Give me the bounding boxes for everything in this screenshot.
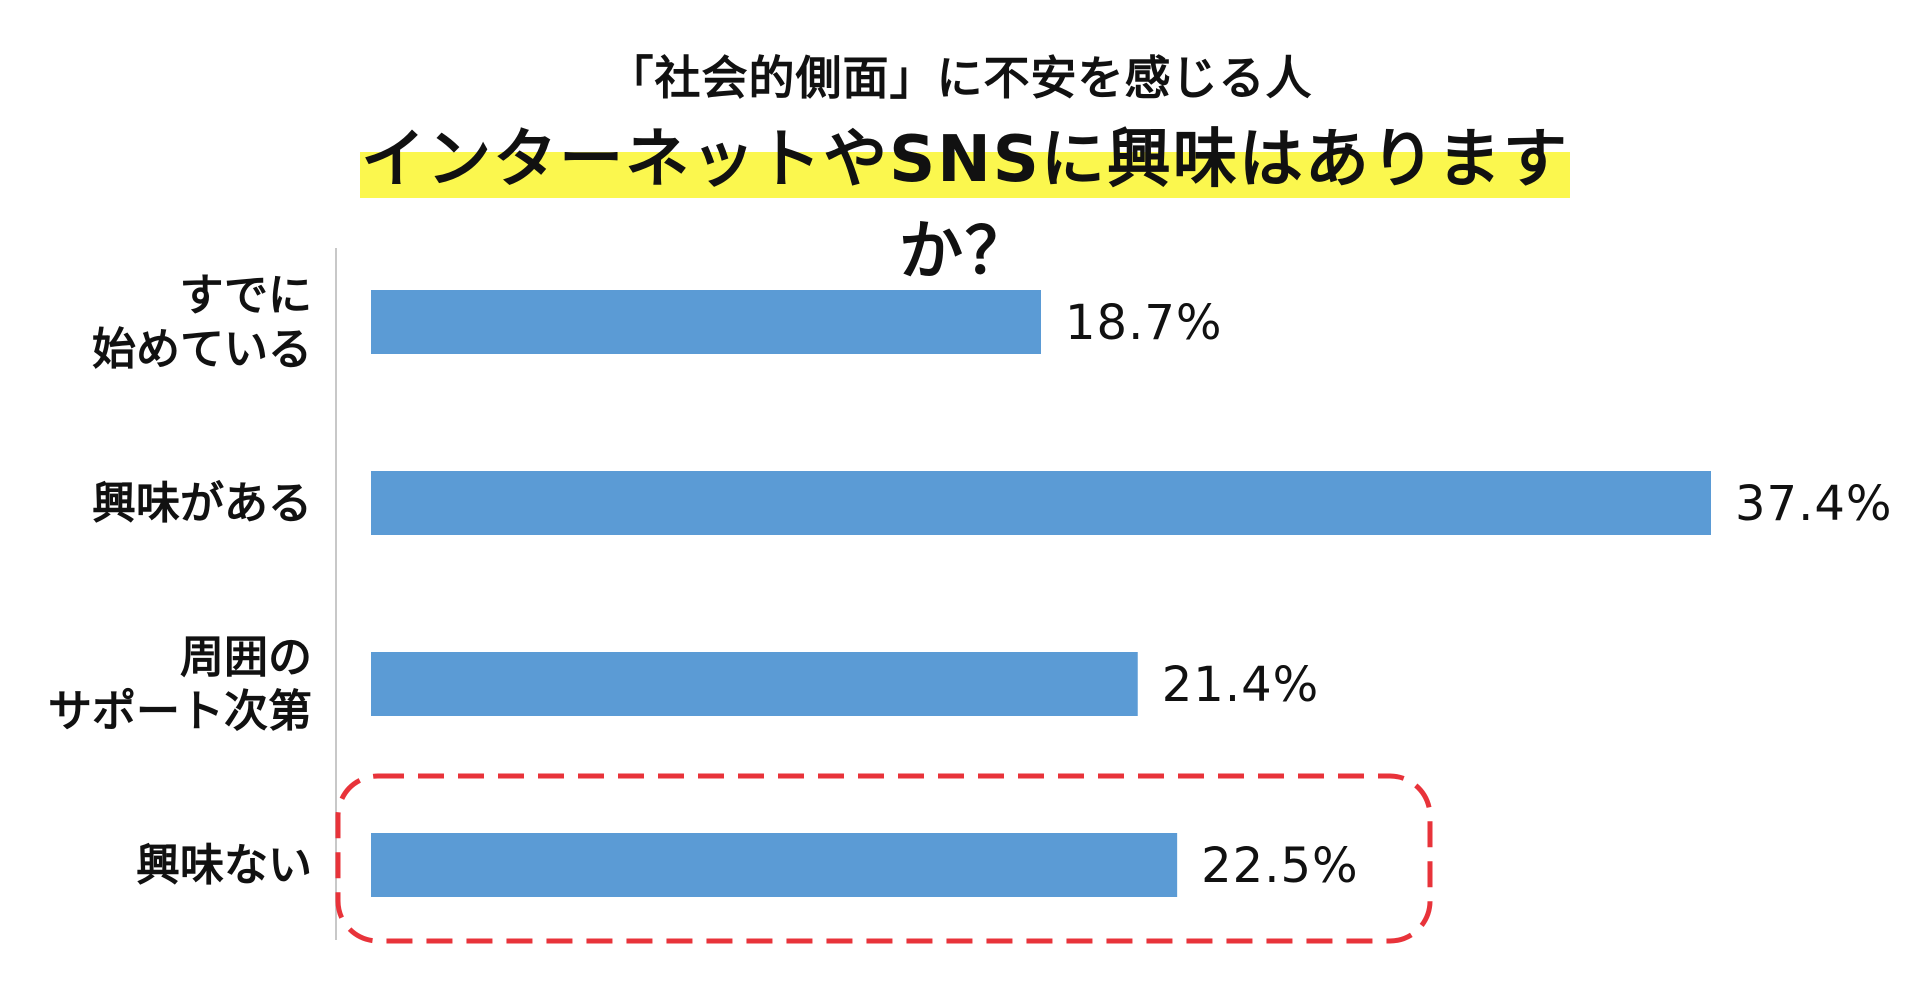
value-label-2: 21.4% — [1162, 657, 1319, 713]
value-label-3: 22.5% — [1201, 838, 1358, 894]
category-label-2-line-0: 周囲の — [180, 632, 312, 683]
title-highlight — [360, 152, 1570, 198]
category-label-0-line-0: すでに — [180, 270, 312, 321]
chart-subtitle: 「社会的側面」に不安を感じる人 — [607, 51, 1313, 105]
category-label-0-line-1: 始めている — [92, 324, 312, 375]
value-label-0: 18.7% — [1065, 295, 1222, 351]
bar-0 — [371, 290, 1041, 354]
bar-2 — [371, 652, 1138, 716]
category-label-1-line-0: 興味がある — [92, 478, 312, 529]
highlight-frame — [335, 773, 1433, 944]
value-label-1: 37.4% — [1735, 476, 1892, 532]
chart-title: インターネットやSNSに興味はありますか？ — [361, 123, 1569, 289]
bar-3 — [371, 833, 1178, 897]
category-label-2-line-1: サポート次第 — [48, 686, 312, 737]
bar-1 — [371, 471, 1711, 535]
category-label-3-line-0: 興味ない — [136, 840, 312, 891]
